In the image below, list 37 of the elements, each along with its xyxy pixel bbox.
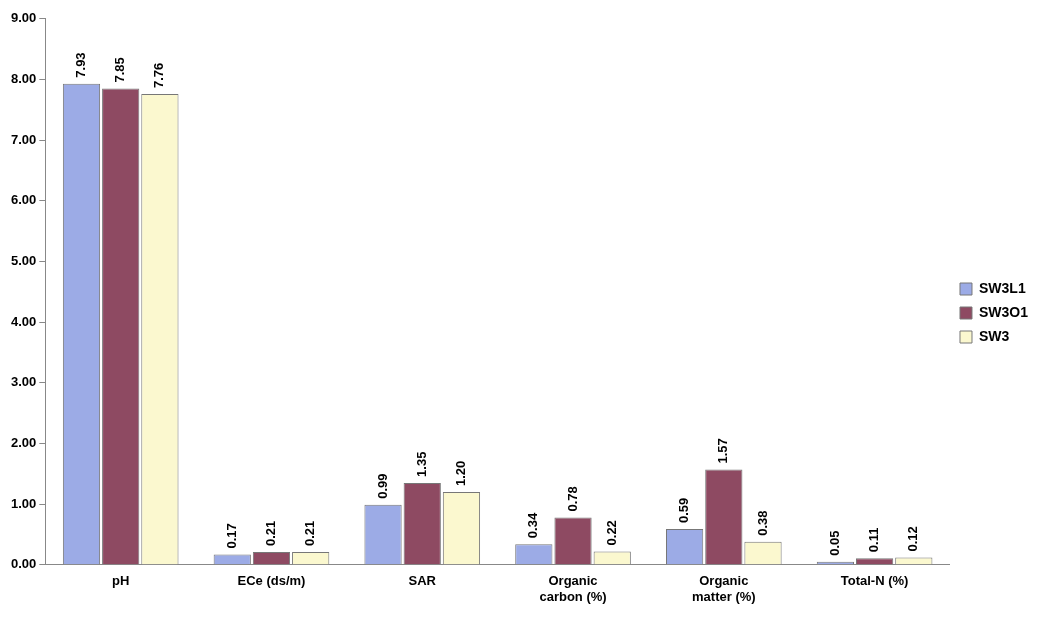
data-label: 0.21 — [263, 520, 279, 547]
y-tick-label: 7.00 — [10, 131, 37, 147]
data-label: 0.34 — [525, 512, 541, 539]
x-tick-label: Organic carbon (%) — [539, 573, 607, 604]
data-label: 7.76 — [151, 62, 167, 89]
x-tick-label: SAR — [408, 573, 437, 589]
y-tick-label: 1.00 — [10, 495, 37, 511]
y-tick-label: 5.00 — [10, 253, 37, 269]
legend-label: SW3L1 — [978, 279, 1026, 296]
data-label: 1.35 — [413, 451, 429, 477]
data-label: 1.20 — [453, 460, 469, 486]
legend-label: SW3O1 — [978, 303, 1029, 320]
x-tick-label: ECe (ds/m) — [237, 573, 306, 589]
x-tick-label: pH — [112, 573, 130, 589]
y-tick-label: 3.00 — [10, 374, 37, 390]
x-tick-label: Total-N (%) — [840, 573, 909, 589]
data-label: 0.12 — [905, 526, 921, 552]
y-tick-label: 8.00 — [10, 71, 37, 87]
data-label: 0.78 — [564, 486, 580, 512]
data-label: 0.17 — [223, 523, 239, 549]
data-label: 7.93 — [73, 52, 89, 78]
data-label: 1.57 — [715, 438, 731, 464]
data-label: 0.59 — [676, 497, 692, 524]
data-label: 0.21 — [302, 520, 318, 547]
data-label: 7.85 — [112, 57, 128, 83]
data-label: 0.22 — [603, 520, 619, 546]
y-tick-label: 9.00 — [10, 10, 37, 26]
y-tick-label: 4.00 — [10, 313, 37, 329]
y-tick-label: 6.00 — [10, 192, 37, 208]
data-label: 0.11 — [866, 527, 882, 553]
data-label: 0.05 — [826, 530, 842, 556]
data-label: 0.38 — [754, 510, 770, 536]
y-tick-label: 0.00 — [10, 556, 37, 572]
legend-label: SW3 — [978, 327, 1010, 344]
x-tick-label: Organic matter (%) — [692, 573, 756, 604]
data-label: 0.99 — [374, 473, 390, 499]
y-tick-label: 2.00 — [10, 435, 37, 451]
